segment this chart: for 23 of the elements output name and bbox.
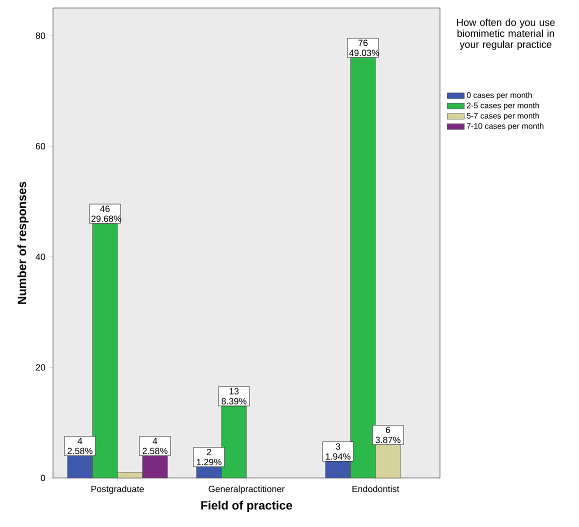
x-axis-title: Field of practice: [201, 500, 292, 512]
y-tick-label: 60: [36, 143, 46, 150]
data-label: 4 2.58%: [68, 438, 92, 454]
legend-label: 5-7 cases per month: [466, 112, 539, 120]
y-tick-label: 80: [36, 32, 46, 39]
x-tick-label: Generalpractitioner: [208, 486, 285, 494]
y-axis-title: Number of responses: [17, 182, 29, 304]
x-tick-label: Postgraduate: [91, 486, 144, 494]
data-label: 46 29.68%: [91, 206, 122, 222]
data-label: 3 1.94%: [326, 443, 350, 460]
y-tick-label: 40: [36, 254, 46, 260]
x-tick-label: Endodontist: [352, 486, 400, 492]
y-tick-label: 20: [36, 364, 46, 371]
legend-label: 7-10 cases per month: [466, 122, 544, 130]
data-label: 2 1.29%: [196, 448, 222, 466]
data-label: 13 8.39%: [222, 388, 246, 404]
data-label: 4 2.58%: [142, 438, 168, 454]
data-label: 6 3.87%: [376, 426, 400, 444]
legend-label: 0 cases per month: [466, 92, 532, 100]
legend-label: 2-5 cases per month: [466, 102, 539, 110]
data-label: 76 49.03%: [349, 40, 380, 56]
legend-title: How often do you use biomimetic material in your regular practice: [457, 18, 555, 50]
y-tick-label: 0: [40, 474, 46, 482]
